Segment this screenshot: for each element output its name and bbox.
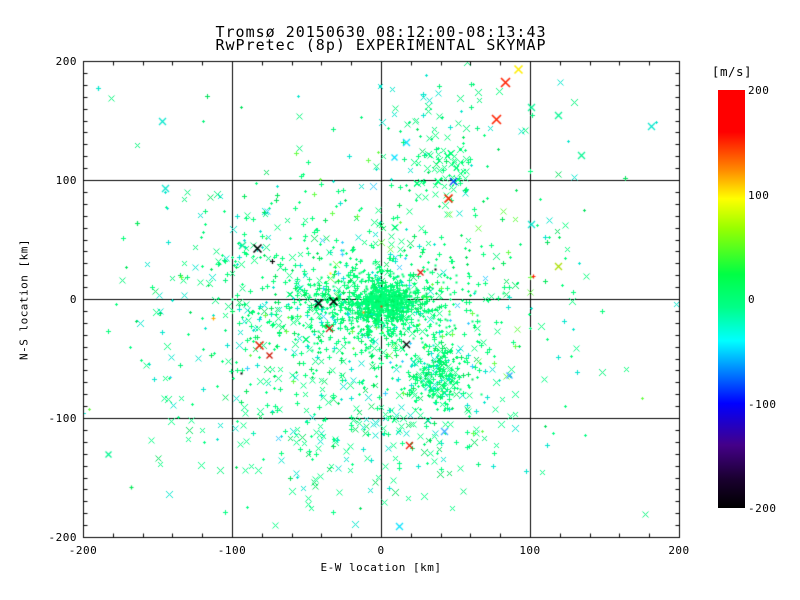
- colorbar-tick-label: 0: [748, 293, 756, 306]
- y-tick-label: -100: [48, 412, 77, 425]
- x-tick-label: -100: [217, 544, 247, 557]
- colorbar-gradient: [718, 90, 745, 508]
- y-tick-label: 100: [55, 174, 77, 187]
- colorbar-tick-label: 100: [748, 188, 770, 202]
- x-tick-label: 200: [668, 544, 690, 557]
- title-block: Tromsø 20150630 08:12:00-08:13:43 RwPret…: [83, 23, 679, 54]
- x-axis-label: E-W location [km]: [320, 561, 442, 574]
- x-tick-label: 0: [377, 544, 385, 557]
- y-tick-label: 200: [55, 55, 77, 68]
- colorbar-title: [m/s]: [711, 64, 753, 79]
- x-tick-label: -200: [68, 544, 98, 557]
- x-tick-label: 100: [519, 544, 541, 557]
- plot-title: Tromsø 20150630 08:12:00-08:13:43: [215, 23, 547, 41]
- y-axis-label: N-S location [km]: [17, 238, 31, 361]
- y-tick-label: -200: [48, 531, 77, 544]
- colorbar-tick-label: 200: [748, 84, 770, 97]
- colorbar-tick-label: -200: [748, 502, 777, 515]
- y-tick-label: 0: [69, 293, 77, 306]
- plot-subtitle: RwPretec (8p) EXPERIMENTAL SKYMAP: [215, 36, 547, 54]
- colorbar-tick-label: -100: [748, 397, 777, 411]
